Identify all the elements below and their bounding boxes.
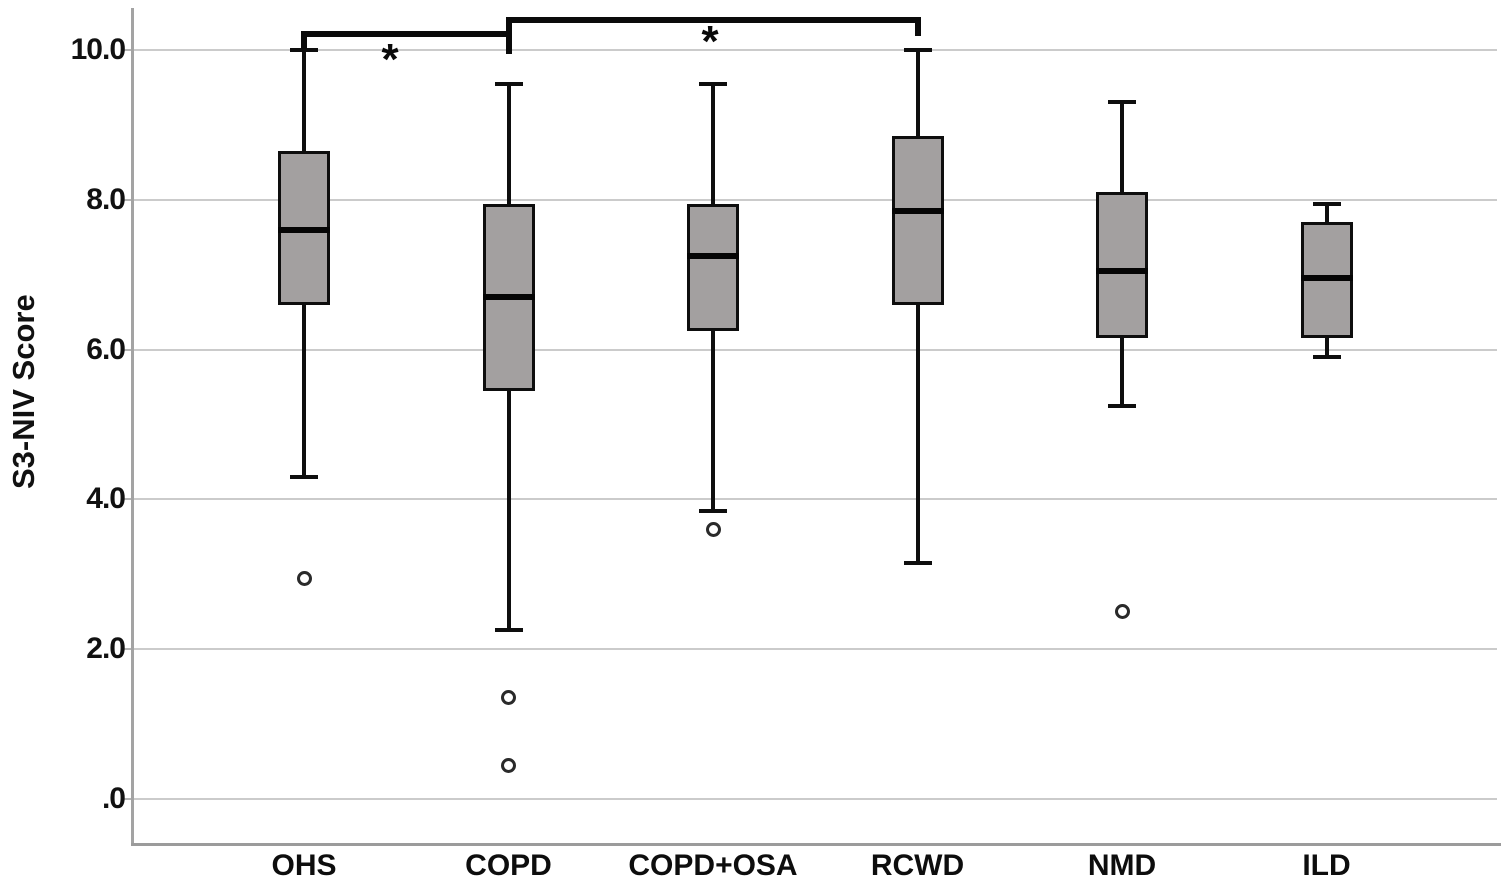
gridline-y-8.0 xyxy=(133,199,1497,201)
whisker-lower xyxy=(507,391,511,631)
whisker-cap-lower xyxy=(495,628,523,632)
y-tick-label: .0 xyxy=(0,784,125,814)
x-category-label-RCWD: RCWD xyxy=(808,848,1028,884)
y-tick-label: 4.0 xyxy=(0,484,125,514)
whisker-cap-lower xyxy=(1108,404,1136,408)
boxplot-figure: S3-NIV Score 10.08.06.04.02.0.0OHSCOPDCO… xyxy=(0,0,1508,889)
whisker-upper xyxy=(916,50,920,136)
box-COPD+OSA xyxy=(687,204,739,331)
whisker-cap-lower xyxy=(699,509,727,513)
x-category-label-COPD+OSA: COPD+OSA xyxy=(603,848,823,884)
gridline-y-6.0 xyxy=(133,349,1497,351)
whisker-cap-upper xyxy=(495,82,523,86)
significance-asterisk: * xyxy=(688,20,732,64)
outlier-point xyxy=(1115,604,1130,619)
gridline-y-.0 xyxy=(133,798,1497,800)
plot-area: 10.0 8.0 6.0 4.0 2.0 .0 OHSCOPDCOPD+OSARCWDNMD… xyxy=(0,0,1508,889)
whisker-cap-upper xyxy=(904,48,932,52)
box-RCWD xyxy=(892,136,944,305)
significance-bracket-tick-right xyxy=(915,17,921,36)
gridline-y-10.0 xyxy=(133,49,1497,51)
outlier-point xyxy=(501,758,516,773)
gridline-y-4.0 xyxy=(133,498,1497,500)
outlier-point xyxy=(501,690,516,705)
x-category-label-OHS: OHS xyxy=(194,848,414,884)
whisker-lower xyxy=(916,305,920,563)
y-tick-label: 10.0 xyxy=(0,35,125,65)
y-tick-label: 8.0 xyxy=(0,185,125,215)
x-axis-line xyxy=(131,843,1501,846)
y-tick-label: 2.0 xyxy=(0,634,125,664)
whisker-cap-lower xyxy=(904,561,932,565)
median-NMD xyxy=(1096,268,1148,274)
whisker-cap-upper xyxy=(699,82,727,86)
x-category-label-COPD: COPD xyxy=(399,848,619,884)
whisker-upper xyxy=(1325,204,1329,223)
whisker-upper xyxy=(1120,102,1124,192)
median-COPD xyxy=(483,294,535,300)
outlier-point xyxy=(297,571,312,586)
significance-bracket-tick-left xyxy=(506,17,512,54)
whisker-upper xyxy=(507,84,511,204)
y-tick-label: 6.0 xyxy=(0,335,125,365)
x-category-label-NMD: NMD xyxy=(1012,848,1232,884)
significance-asterisk: * xyxy=(368,38,412,82)
whisker-lower xyxy=(302,305,306,477)
median-RCWD xyxy=(892,208,944,214)
whisker-lower xyxy=(711,331,715,511)
outlier-point xyxy=(706,522,721,537)
y-axis-line xyxy=(131,8,134,845)
median-OHS xyxy=(278,227,330,233)
whisker-upper xyxy=(711,84,715,204)
significance-bracket-tick-left xyxy=(301,31,307,49)
whisker-cap-upper xyxy=(1313,202,1341,206)
median-COPD+OSA xyxy=(687,253,739,259)
whisker-cap-lower xyxy=(1313,355,1341,359)
whisker-cap-lower xyxy=(290,475,318,479)
x-category-label-ILD: ILD xyxy=(1217,848,1437,884)
significance-bracket-bar xyxy=(301,31,512,37)
median-ILD xyxy=(1301,275,1353,281)
whisker-lower xyxy=(1120,338,1124,405)
box-NMD xyxy=(1096,192,1148,338)
whisker-cap-upper xyxy=(1108,100,1136,104)
whisker-upper xyxy=(302,50,306,151)
gridline-y-2.0 xyxy=(133,648,1497,650)
